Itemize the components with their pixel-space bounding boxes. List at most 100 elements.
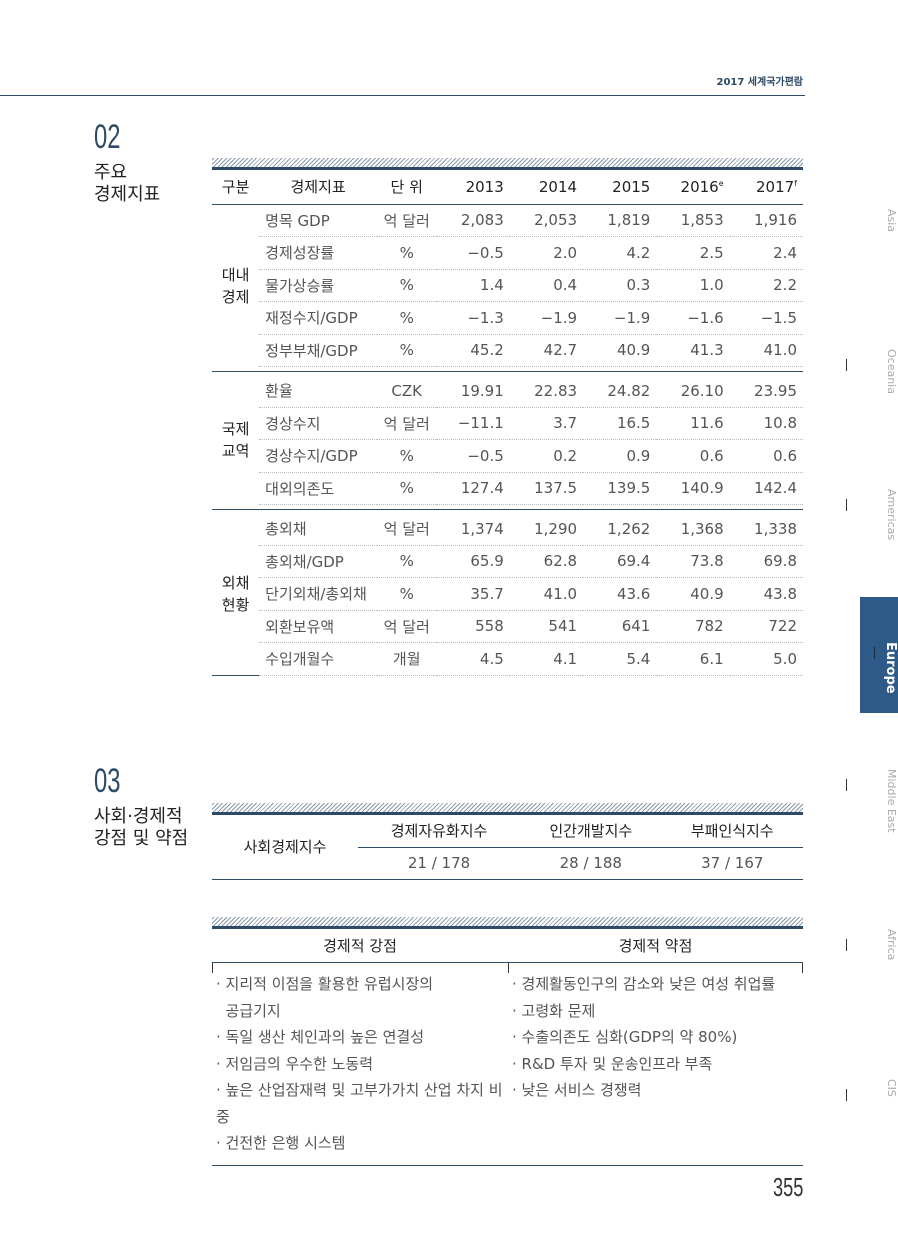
section-title-line: 주요: [94, 162, 128, 183]
indicator-name: 물가상승률: [259, 269, 378, 302]
weaknesses-header: 경제적 약점: [618, 937, 693, 955]
weaknesse-item: · 경제활동인구의 감소와 낮은 여성 취업률: [512, 975, 776, 993]
weaknesse-item: · 수출의존도 심화(GDP의 약 80%): [512, 1028, 738, 1046]
value-cell: 0.6: [729, 439, 803, 473]
column-header: 경제자유화지수: [358, 815, 521, 848]
column-header: 2016e: [656, 170, 730, 205]
indicator-name: 외환보유액: [259, 610, 378, 643]
table-row: 대외의존도% 127.4 137.5 139.5 140.9 142.4: [212, 472, 803, 505]
unit: 억 달러: [377, 610, 437, 643]
table-row: 수입개월수 개월 4.5 4.1 5.4 6.1 5.0: [212, 642, 803, 676]
section-title-line: 경제지표: [94, 184, 161, 205]
indicator-name: 경제성장률: [259, 236, 378, 270]
column-header: 단 위: [377, 170, 437, 205]
value-cell: −1.5: [729, 301, 803, 335]
unit: 개월: [377, 642, 437, 676]
unit: %: [377, 472, 437, 505]
value-cell: 41.3: [656, 334, 730, 367]
value-cell: 40.9: [583, 334, 657, 367]
table-row: 국제 교역 환율 CZK 19.91 22.83 24.82 26.10 23.95: [212, 374, 803, 460]
value-cell: 2.5: [656, 236, 730, 270]
value-cell: 62.8: [509, 545, 584, 578]
value-cell: 2.4: [729, 236, 803, 270]
strengths-weaknesses-table: 경제적 강점 경제적 약점 · 지리적 이점을 활용한 유럽시장의 공급기지 · …: [212, 917, 803, 1166]
weaknesse-item: · R&D 투자 및 운송인프라 부족: [512, 1054, 713, 1073]
index-value: 28 / 188: [559, 854, 622, 872]
value-cell: 541: [509, 610, 584, 643]
column-header: 구분: [212, 170, 260, 205]
strength-item: · 독일 생산 체인과의 높은 연결성: [216, 1028, 425, 1046]
hatch-band: [212, 803, 803, 815]
column-header: 2017f: [729, 170, 803, 205]
value-cell: −1.6: [656, 301, 730, 335]
value-cell: 0.3: [583, 269, 657, 302]
value-cell: 140.9: [656, 472, 730, 505]
weaknesses-list: · 경제활동인구의 감소와 낮은 여성 취업률 · 고령화 문제 · 수출의존도 심…: [508, 963, 803, 1157]
value-cell: 4.5: [436, 642, 510, 676]
unit: %: [377, 439, 437, 473]
column-header: 2014: [509, 170, 584, 205]
row-label: 사회경제지수: [243, 838, 327, 857]
value-cell: 45.2: [436, 334, 510, 367]
indicator-name: 단기외채/총외채: [259, 577, 378, 611]
group-label: 국제 교역: [221, 419, 250, 460]
column-header: 인간개발지수: [520, 815, 662, 848]
section-title: 사회·경제적 강점 및 약점: [94, 806, 188, 850]
strengths-header: 경제적 강점: [323, 937, 397, 955]
value-cell: 1,374: [436, 512, 510, 546]
value-cell: 16.5: [583, 407, 657, 440]
hatch-band: [212, 917, 803, 929]
value-cell: 42.7: [509, 334, 584, 367]
value-cell: 1,262: [583, 512, 657, 546]
value-cell: 0.2: [509, 439, 584, 473]
value-cell: 10.8: [729, 407, 803, 440]
tab-middle-east[interactable]: Middle East: [846, 765, 898, 833]
value-cell: 11.6: [656, 407, 730, 440]
tab-americas[interactable]: Americas: [846, 485, 898, 540]
indicator-name: 총외채/GDP: [259, 545, 378, 578]
value-cell: 558: [436, 610, 510, 643]
value-cell: 782: [656, 610, 730, 643]
value-cell: 722: [729, 610, 803, 643]
estimate-marker: f: [794, 178, 797, 188]
unit: %: [377, 545, 437, 578]
value-cell: 35.7: [436, 577, 510, 611]
value-cell: 1,916: [729, 204, 803, 237]
value-cell: 24.82: [583, 374, 657, 408]
value-cell: 2,053: [509, 204, 584, 237]
index-value: 21 / 178: [407, 854, 471, 872]
unit: CZK: [377, 374, 437, 408]
strength-item: · 높은 산업잠재력 및 고부가가치 산업 차지 비중: [216, 1081, 503, 1126]
tab-oceania[interactable]: Oceania: [846, 345, 898, 394]
value-cell: 1.0: [656, 269, 730, 302]
group-label: 대내 경제: [221, 265, 250, 306]
value-cell: 40.9: [656, 577, 730, 611]
tab-europe[interactable]: Europe: [860, 597, 898, 713]
table-row: 정부부채/GDP% 45.2 42.7 40.9 41.3 41.0: [212, 334, 803, 367]
unit: %: [377, 236, 437, 270]
tab-asia[interactable]: Asia: [885, 209, 898, 233]
unit: 억 달러: [377, 204, 437, 237]
value-cell: −0.5: [436, 236, 510, 270]
header-divider: [0, 95, 805, 96]
estimate-marker: e: [718, 178, 724, 188]
value-cell: 1,338: [729, 512, 803, 546]
value-cell: 43.8: [729, 577, 803, 611]
value-cell: 0.6: [656, 439, 730, 473]
socioeconomic-index-table: 사회경제지수 경제자유화지수 인간개발지수 부패인식지수 21 / 178 28…: [212, 803, 803, 880]
section-number: 03: [94, 762, 121, 800]
strengths-list: · 지리적 이점을 활용한 유럽시장의 공급기지 · 독일 생산 체인과의 높은 …: [212, 963, 508, 1157]
indicator-name: 환율: [259, 374, 378, 408]
column-header: 부패인식지수: [661, 815, 803, 848]
column-header: 2013: [436, 170, 510, 205]
value-cell: 142.4: [729, 472, 803, 505]
table-row: 경제성장률% −0.5 2.0 4.2 2.5 2.4: [212, 236, 803, 270]
tab-africa[interactable]: Africa: [846, 925, 898, 960]
tab-cis[interactable]: CIS: [846, 1075, 898, 1101]
value-cell: 22.83: [509, 374, 584, 408]
indicator-name: 총외채: [259, 512, 378, 546]
value-cell: 5.4: [583, 642, 657, 676]
table-row: 단기외채/총외채% 35.7 41.0 43.6 40.9 43.8: [212, 577, 803, 611]
unit: 억 달러: [377, 407, 437, 440]
value-cell: 0.4: [509, 269, 584, 302]
